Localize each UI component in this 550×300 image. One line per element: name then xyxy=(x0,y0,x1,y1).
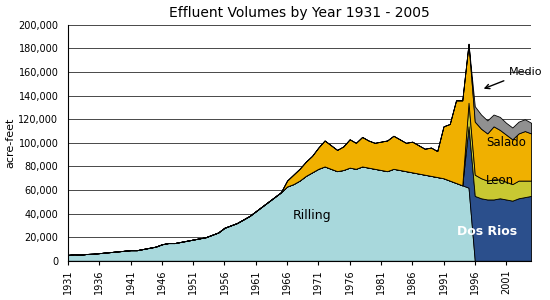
Text: Rilling: Rilling xyxy=(293,209,332,223)
Text: Leon: Leon xyxy=(486,174,514,187)
Text: Medio: Medio xyxy=(485,67,543,88)
Text: Dos Rios: Dos Rios xyxy=(457,225,518,238)
Title: Effluent Volumes by Year 1931 - 2005: Effluent Volumes by Year 1931 - 2005 xyxy=(169,6,430,20)
Text: Salado: Salado xyxy=(486,136,526,149)
Y-axis label: acre-feet: acre-feet xyxy=(6,118,15,168)
